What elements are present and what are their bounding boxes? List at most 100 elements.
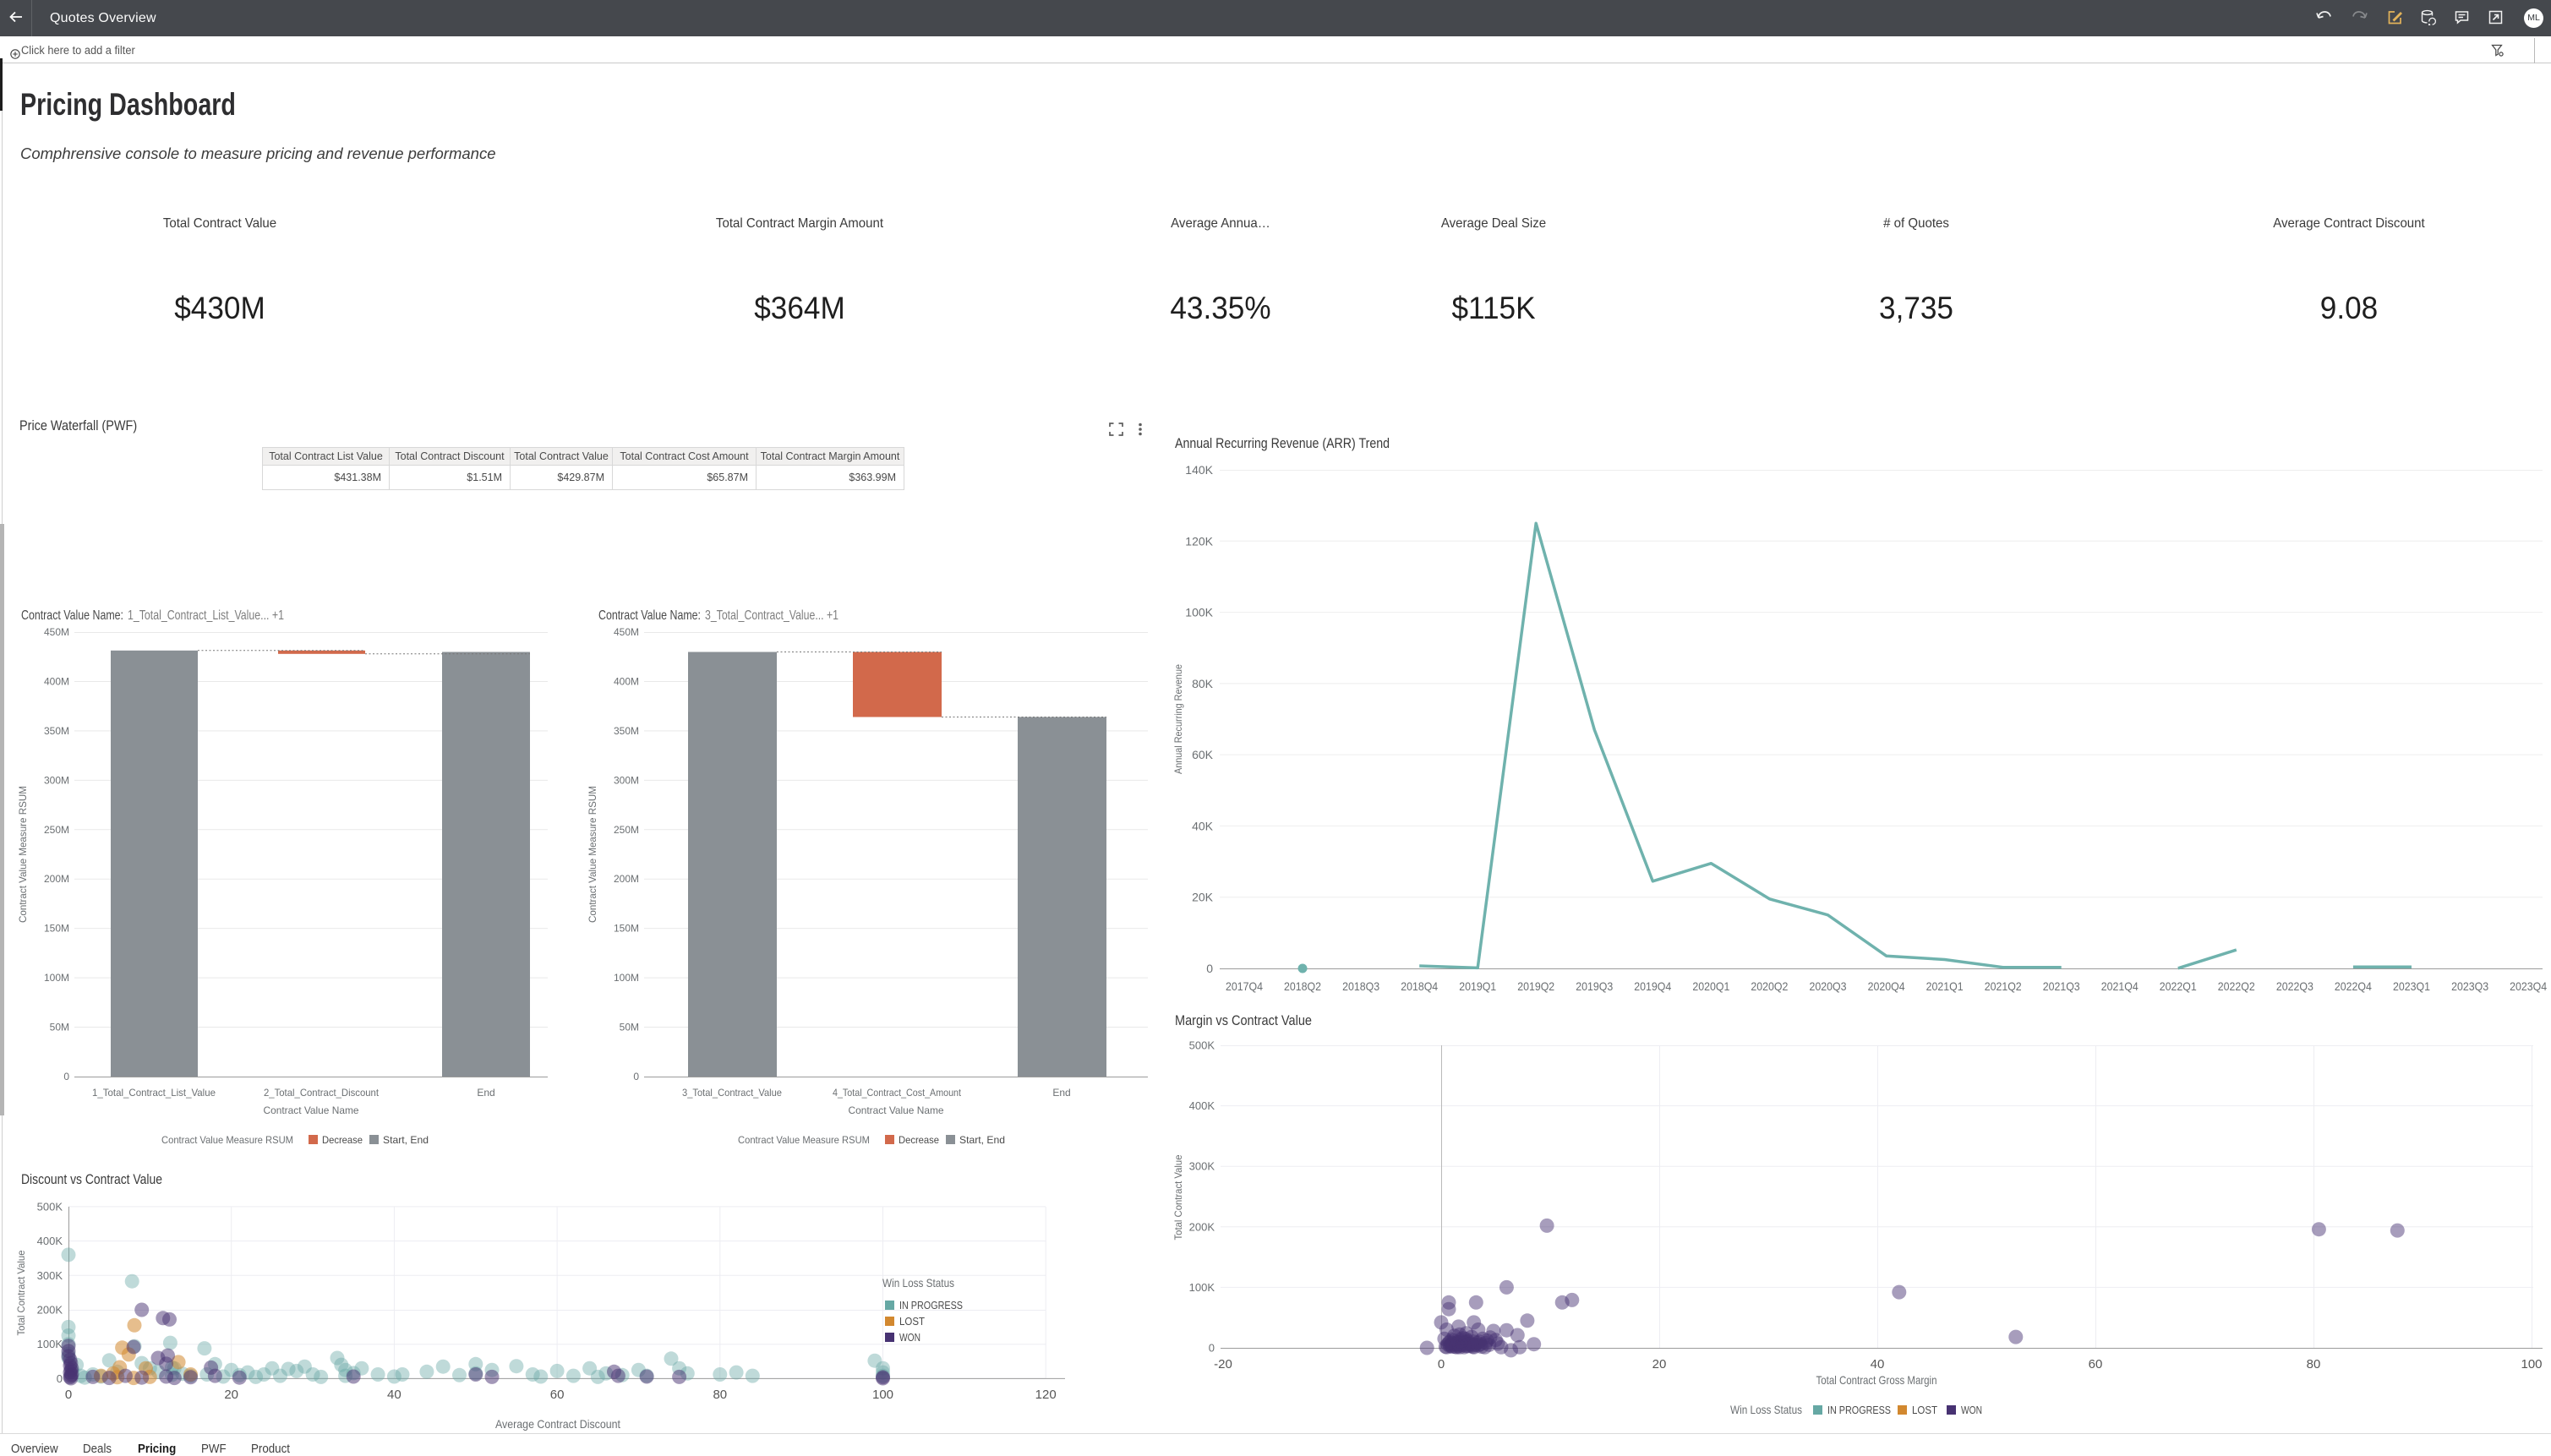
svg-text:250M: 250M <box>614 824 639 836</box>
svg-text:40: 40 <box>387 1388 401 1402</box>
svg-text:1_Total_Contract_List_Value...: 1_Total_Contract_List_Value... +1 <box>128 608 284 623</box>
svg-text:Contract Value Measure RSUM: Contract Value Measure RSUM <box>587 786 598 923</box>
svg-text:End: End <box>477 1087 494 1099</box>
svg-text:60K: 60K <box>1192 748 1214 761</box>
svg-text:350M: 350M <box>614 725 639 737</box>
svg-text:200K: 200K <box>37 1304 63 1317</box>
svg-text:120: 120 <box>1035 1388 1057 1402</box>
svg-text:400K: 400K <box>37 1235 63 1247</box>
svg-text:Win Loss Status: Win Loss Status <box>1730 1403 1802 1416</box>
svg-text:450M: 450M <box>614 626 639 638</box>
svg-text:Win Loss Status: Win Loss Status <box>882 1276 954 1290</box>
svg-text:20: 20 <box>224 1388 238 1402</box>
svg-text:0: 0 <box>57 1372 63 1385</box>
svg-text:Contract Value Measure RSUM: Contract Value Measure RSUM <box>738 1134 870 1146</box>
svg-text:2021Q3: 2021Q3 <box>2043 979 2080 993</box>
svg-text:2018Q2: 2018Q2 <box>1284 979 1321 993</box>
svg-text:80: 80 <box>2307 1357 2321 1371</box>
svg-text:20K: 20K <box>1192 891 1214 904</box>
svg-text:2020Q1: 2020Q1 <box>1692 979 1729 993</box>
svg-text:450M: 450M <box>44 626 69 638</box>
svg-text:150M: 150M <box>44 923 69 935</box>
svg-text:2018Q3: 2018Q3 <box>1342 979 1379 993</box>
svg-text:-20: -20 <box>1214 1357 1232 1371</box>
svg-text:300K: 300K <box>1189 1160 1215 1173</box>
svg-text:0: 0 <box>1206 962 1213 975</box>
svg-text:500K: 500K <box>1189 1039 1215 1052</box>
svg-text:0: 0 <box>633 1071 639 1082</box>
svg-text:300M: 300M <box>44 774 69 786</box>
svg-text:300M: 300M <box>614 774 639 786</box>
svg-text:Contract Value Measure RSUM: Contract Value Measure RSUM <box>161 1134 293 1146</box>
svg-text:Contract Value Name: Contract Value Name <box>264 1104 359 1116</box>
svg-text:2019Q1: 2019Q1 <box>1459 979 1496 993</box>
svg-text:2020Q4: 2020Q4 <box>1868 979 1905 993</box>
svg-text:140K: 140K <box>1185 463 1213 477</box>
svg-text:400K: 400K <box>1189 1099 1215 1112</box>
svg-text:100M: 100M <box>44 972 69 984</box>
svg-text:200K: 200K <box>1189 1220 1215 1233</box>
svg-text:2022Q1: 2022Q1 <box>2160 979 2197 993</box>
svg-text:200M: 200M <box>44 873 69 885</box>
svg-text:3_Total_Contract_Value... +1: 3_Total_Contract_Value... +1 <box>705 608 838 623</box>
svg-text:100: 100 <box>2521 1357 2542 1371</box>
svg-text:2019Q3: 2019Q3 <box>1576 979 1613 993</box>
svg-text:WON: WON <box>1961 1404 1982 1416</box>
svg-text:60: 60 <box>550 1388 565 1402</box>
svg-text:100: 100 <box>872 1388 893 1402</box>
svg-text:Contract Value Name: Contract Value Name <box>849 1104 944 1116</box>
svg-text:2021Q4: 2021Q4 <box>2101 979 2139 993</box>
svg-text:100K: 100K <box>37 1338 63 1350</box>
svg-text:LOST: LOST <box>899 1315 925 1328</box>
svg-text:400M: 400M <box>44 675 69 687</box>
svg-text:60: 60 <box>2089 1357 2103 1371</box>
svg-text:2023Q4: 2023Q4 <box>2510 979 2547 993</box>
svg-text:2022Q3: 2022Q3 <box>2276 979 2313 993</box>
svg-text:200M: 200M <box>614 873 639 885</box>
svg-text:LOST: LOST <box>1912 1404 1937 1416</box>
svg-text:2019Q2: 2019Q2 <box>1517 979 1554 993</box>
svg-text:40K: 40K <box>1192 819 1214 832</box>
svg-text:2022Q4: 2022Q4 <box>2335 979 2372 993</box>
svg-text:Start, End: Start, End <box>383 1134 429 1146</box>
svg-text:Annual Recurring Revenue: Annual Recurring Revenue <box>1172 664 1184 774</box>
svg-text:Margin vs Contract Value: Margin vs Contract Value <box>1175 1012 1312 1028</box>
svg-text:2018Q4: 2018Q4 <box>1401 979 1438 993</box>
svg-text:Average Contract Discount: Average Contract Discount <box>495 1417 620 1431</box>
svg-text:3_Total_Contract_Value: 3_Total_Contract_Value <box>682 1087 782 1099</box>
svg-text:150M: 150M <box>614 923 639 935</box>
svg-text:250M: 250M <box>44 824 69 836</box>
svg-text:100M: 100M <box>614 972 639 984</box>
svg-text:4_Total_Contract_Cost_Amount: 4_Total_Contract_Cost_Amount <box>833 1087 962 1099</box>
svg-text:2_Total_Contract_Discount: 2_Total_Contract_Discount <box>264 1087 380 1099</box>
svg-text:2021Q1: 2021Q1 <box>1926 979 1964 993</box>
svg-text:350M: 350M <box>44 725 69 737</box>
svg-text:40: 40 <box>1871 1357 1885 1371</box>
svg-text:Contract Value Name:: Contract Value Name: <box>598 608 701 623</box>
svg-text:0: 0 <box>63 1071 69 1082</box>
svg-text:50M: 50M <box>620 1022 639 1033</box>
svg-text:Decrease: Decrease <box>322 1134 363 1146</box>
svg-text:Annual Recurring Revenue (ARR): Annual Recurring Revenue (ARR) Trend <box>1175 435 1390 451</box>
svg-text:Total Contract Value: Total Contract Value <box>15 1250 27 1335</box>
svg-text:2023Q1: 2023Q1 <box>2393 979 2430 993</box>
svg-text:IN PROGRESS: IN PROGRESS <box>1827 1404 1891 1416</box>
svg-text:Contract Value Name:: Contract Value Name: <box>21 608 123 623</box>
svg-text:50M: 50M <box>50 1022 69 1033</box>
svg-text:2023Q3: 2023Q3 <box>2451 979 2488 993</box>
svg-text:2021Q2: 2021Q2 <box>1985 979 2022 993</box>
svg-text:End: End <box>1052 1087 1070 1099</box>
svg-text:500K: 500K <box>37 1200 63 1213</box>
svg-text:80K: 80K <box>1192 677 1214 690</box>
svg-text:WON: WON <box>899 1331 920 1344</box>
svg-text:IN PROGRESS: IN PROGRESS <box>899 1299 963 1311</box>
svg-text:Decrease: Decrease <box>899 1134 939 1146</box>
svg-text:80: 80 <box>713 1388 727 1402</box>
svg-text:2020Q2: 2020Q2 <box>1751 979 1788 993</box>
svg-text:400M: 400M <box>614 675 639 687</box>
svg-text:0: 0 <box>1209 1342 1215 1355</box>
svg-text:2019Q4: 2019Q4 <box>1634 979 1671 993</box>
svg-text:Discount vs Contract Value: Discount vs Contract Value <box>21 1171 162 1187</box>
svg-text:0: 0 <box>1438 1357 1445 1371</box>
svg-text:300K: 300K <box>37 1269 63 1282</box>
